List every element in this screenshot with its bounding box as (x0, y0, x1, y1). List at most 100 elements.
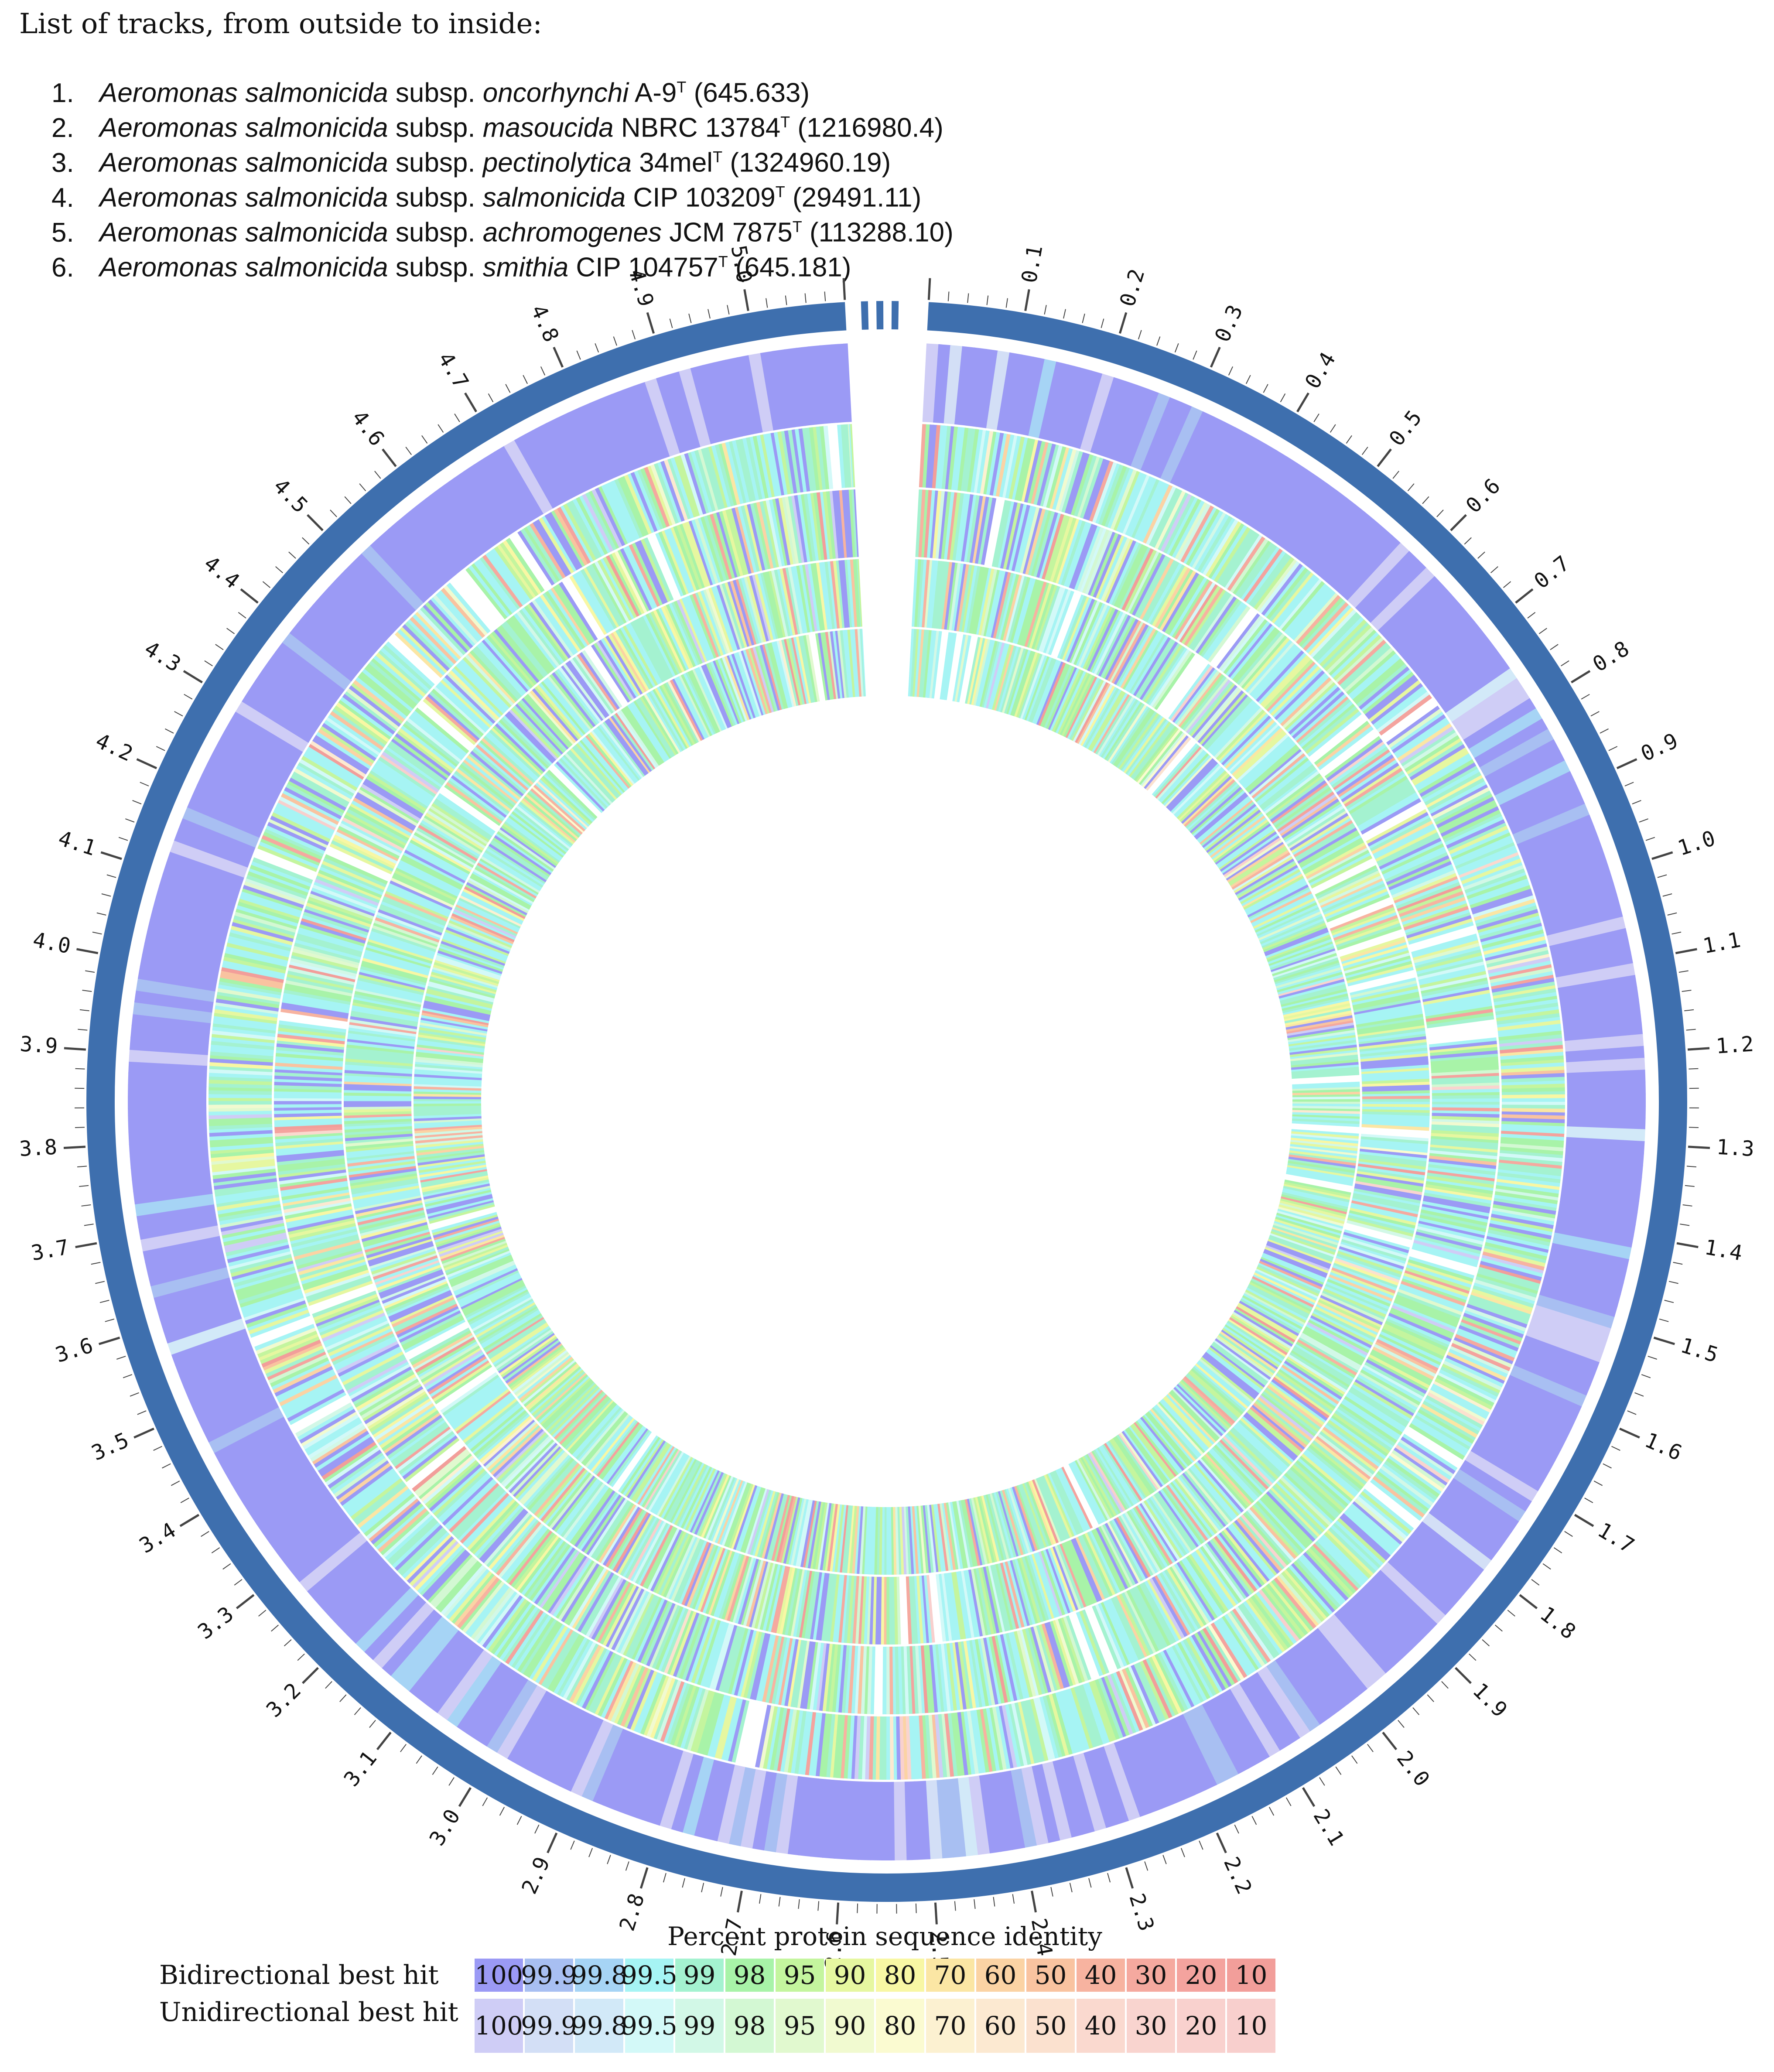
identity-segment (324, 1317, 388, 1348)
identity-segment (1429, 1040, 1497, 1051)
identity-segment (666, 1610, 694, 1675)
identity-segment (262, 1341, 322, 1371)
identity-segment (445, 1568, 490, 1620)
identity-segment (451, 1573, 495, 1624)
identity-segment (547, 1633, 582, 1691)
identity-segment (784, 1639, 799, 1706)
identity-segment (271, 1359, 330, 1390)
identity-segment (523, 526, 561, 582)
identity-segment (1302, 1451, 1357, 1498)
identity-segment (519, 1618, 557, 1674)
identity-segment (1076, 1685, 1100, 1747)
identity-segment (382, 751, 440, 793)
identity-segment (225, 1434, 300, 1484)
identity-segment (482, 554, 523, 608)
identity-segment (1091, 1680, 1116, 1741)
identity-segment (583, 567, 620, 628)
identity-segment (380, 753, 438, 795)
identity-segment (344, 561, 409, 626)
identity-segment (743, 1631, 762, 1698)
identity-segment (502, 1526, 548, 1582)
identity-segment (415, 498, 474, 568)
identity-segment (395, 631, 444, 678)
identity-segment (413, 710, 468, 756)
identity-segment (1362, 1098, 1430, 1102)
identity-segment (1439, 1369, 1497, 1401)
identity-segment (1264, 565, 1306, 618)
identity-segment (922, 424, 930, 488)
identity-segment (1290, 689, 1343, 738)
identity-segment (688, 520, 714, 586)
identity-segment (412, 1446, 467, 1492)
identity-segment (1412, 1245, 1478, 1268)
identity-segment (1419, 971, 1487, 989)
identity-segment (475, 645, 523, 698)
identity-segment (450, 1484, 501, 1535)
identity-segment (145, 1245, 225, 1275)
identity-segment (275, 1132, 343, 1140)
identity-segment (1142, 485, 1173, 544)
identity-segment (1430, 1057, 1498, 1065)
identity-segment (533, 1547, 576, 1605)
identity-segment (1337, 639, 1387, 686)
identity-segment (1157, 569, 1194, 630)
identity-segment (1528, 848, 1607, 886)
identity-segment (1359, 795, 1420, 832)
identity-segment (1164, 574, 1203, 634)
identity-segment (1122, 475, 1151, 535)
identity-segment (229, 932, 291, 952)
identity-segment (1229, 1683, 1280, 1757)
identity-segment (909, 1716, 916, 1780)
identity-segment (305, 1274, 371, 1300)
identity-segment (1352, 658, 1403, 703)
identity-segment (1411, 933, 1477, 956)
identity-segment (1401, 1538, 1469, 1599)
identity-segment (1452, 1340, 1512, 1368)
identity-segment (519, 609, 563, 665)
identity-segment (183, 1357, 261, 1399)
identity-segment (247, 1306, 308, 1331)
identity-segment (1210, 1622, 1248, 1679)
identity-segment (1097, 1603, 1128, 1667)
identity-segment (1063, 1616, 1088, 1682)
identity-segment (554, 1559, 595, 1619)
identity-segment (1419, 762, 1477, 798)
identity-segment (209, 1068, 273, 1076)
identity-segment (414, 1448, 468, 1494)
identity-segment (423, 698, 477, 745)
identity-segment (1430, 1139, 1498, 1147)
identity-segment (1455, 842, 1515, 870)
identity-segment (424, 491, 482, 562)
identity-segment (1218, 1617, 1256, 1673)
identity-segment (1121, 1668, 1150, 1729)
identity-segment (338, 1571, 403, 1635)
identity-segment (1518, 1345, 1596, 1386)
identity-segment (1403, 906, 1469, 931)
identity-segment (1309, 1545, 1357, 1594)
identity-segment (274, 1126, 342, 1134)
identity-segment (1394, 876, 1458, 904)
identity-segment (938, 425, 948, 489)
identity-segment (1493, 1200, 1556, 1216)
identity-segment (359, 671, 411, 715)
identity-segment (1383, 1323, 1447, 1355)
identity-segment (1496, 1182, 1559, 1194)
identity-segment (1328, 741, 1385, 784)
identity-segment (1370, 1478, 1423, 1521)
identity-segment (1146, 1579, 1182, 1641)
identity-segment (1556, 1211, 1636, 1238)
identity-segment (1324, 624, 1372, 672)
identity-segment (1340, 1401, 1399, 1442)
identity-segment (708, 446, 729, 508)
identity-segment (1412, 1417, 1469, 1454)
identity-segment (1559, 986, 1639, 1010)
identity-segment (1315, 1436, 1371, 1480)
identity-segment (1219, 530, 1257, 586)
identity-segment (308, 1422, 364, 1459)
identity-segment (1185, 1637, 1220, 1695)
identity-segment (650, 464, 676, 525)
identity-segment (1376, 1471, 1429, 1513)
identity-segment (1111, 543, 1143, 606)
identity-segment (342, 1467, 395, 1508)
identity-segment (1429, 1159, 1497, 1170)
